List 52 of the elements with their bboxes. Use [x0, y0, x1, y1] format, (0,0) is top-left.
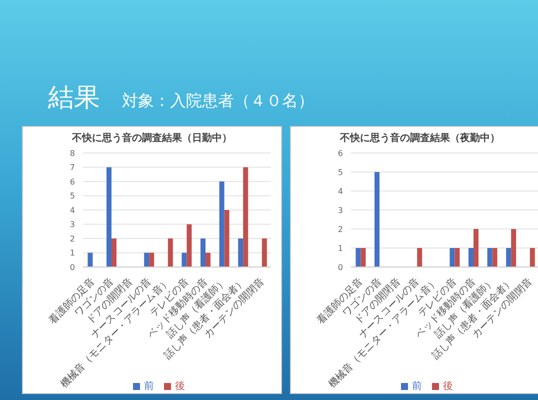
bar [360, 248, 366, 267]
bar [149, 252, 154, 267]
bar [88, 252, 93, 267]
y-tick-label: 6 [338, 148, 343, 158]
legend-label: 前 [144, 381, 154, 392]
y-tick-label: 4 [70, 206, 75, 215]
bar [144, 252, 150, 267]
y-tick-label: 1 [70, 248, 75, 258]
y-tick-label: 1 [338, 244, 343, 253]
bar [450, 248, 455, 267]
y-tick-label: 4 [338, 186, 343, 196]
bar [356, 248, 361, 267]
bar [454, 248, 460, 267]
bar [506, 248, 512, 267]
y-tick-label: 5 [338, 168, 343, 177]
chart-title: 不快に思う音の調査結果（夜勤中） [338, 131, 501, 146]
text: 結果 [48, 82, 100, 115]
bar [487, 248, 492, 267]
bar [243, 167, 248, 267]
y-tick-label: 5 [70, 192, 75, 201]
bar [374, 172, 380, 267]
bar [182, 252, 187, 267]
legend-label: 後 [443, 381, 453, 392]
bar [168, 238, 173, 267]
y-tick-label: 0 [338, 262, 343, 272]
y-tick-label: 6 [70, 177, 75, 186]
y-tick-label: 2 [70, 234, 75, 244]
legend-label: 後 [175, 381, 185, 392]
bar [474, 229, 478, 267]
y-tick-label: 3 [338, 206, 343, 215]
bar [112, 238, 116, 267]
legend-label: 前 [412, 381, 422, 392]
bar [468, 248, 474, 267]
y-tick-label: 2 [338, 224, 343, 234]
bar [106, 167, 112, 267]
bar [219, 182, 224, 267]
y-tick-label: 3 [70, 220, 75, 230]
bar [186, 224, 192, 267]
bar [530, 248, 535, 267]
y-tick-label: 8 [70, 148, 75, 158]
bar [224, 210, 230, 267]
y-tick-label: 0 [70, 262, 75, 272]
y-tick-label: 7 [70, 163, 75, 172]
text: 対象：入院患者（４０名） [122, 91, 314, 112]
bar [262, 238, 267, 267]
bar [238, 238, 244, 267]
bar [417, 248, 422, 267]
bar [200, 238, 206, 267]
bar [492, 248, 498, 267]
bar [511, 229, 516, 267]
bar [206, 252, 210, 267]
chart-title: 不快に思う音の調査結果（日勤中） [70, 131, 233, 146]
